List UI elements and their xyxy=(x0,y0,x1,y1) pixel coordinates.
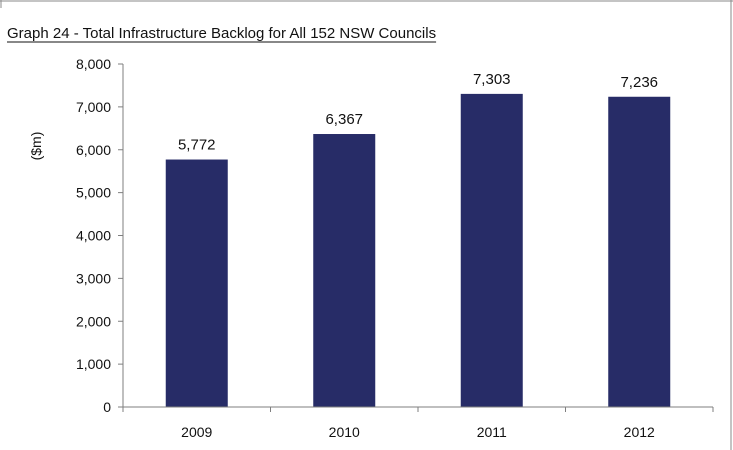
y-tick-label: 1,000 xyxy=(76,356,111,372)
y-tick-label: 4,000 xyxy=(76,228,111,244)
y-tick-label: 6,000 xyxy=(76,142,111,158)
y-tick-label: 8,000 xyxy=(76,56,111,72)
data-label-2011: 7,303 xyxy=(473,71,511,88)
y-axis-title: ($m) xyxy=(28,132,44,161)
data-label-2012: 7,236 xyxy=(620,74,658,91)
x-axis-ticks: 2009 2010 2011 2012 xyxy=(122,407,714,440)
data-label-2009: 5,772 xyxy=(178,137,216,154)
bar-2011 xyxy=(460,93,523,407)
data-label-2010: 6,367 xyxy=(325,111,363,128)
y-tick-label: 2,000 xyxy=(76,313,111,329)
bar-2010 xyxy=(313,134,376,407)
y-axis-ticks: 0 1,000 2,000 3,000 4,000 5,000 6,000 7,000 8,00… xyxy=(76,56,123,415)
bar-2012 xyxy=(608,96,671,407)
y-tick-label: 0 xyxy=(103,399,111,415)
y-tick-label: 3,000 xyxy=(76,270,111,286)
bar-2009 xyxy=(165,159,228,407)
chart-title: Graph 24 - Total Infrastructure Backlog … xyxy=(7,25,436,42)
x-tick-label: 2012 xyxy=(624,424,655,440)
bars xyxy=(165,93,671,407)
data-labels: 5,772 6,367 7,303 7,236 xyxy=(178,71,658,154)
y-tick-label: 5,000 xyxy=(76,185,111,201)
x-tick-label: 2009 xyxy=(181,424,212,440)
x-tick-label: 2011 xyxy=(477,424,507,440)
y-tick-label: 7,000 xyxy=(76,99,111,115)
x-tick-label: 2010 xyxy=(329,424,360,440)
